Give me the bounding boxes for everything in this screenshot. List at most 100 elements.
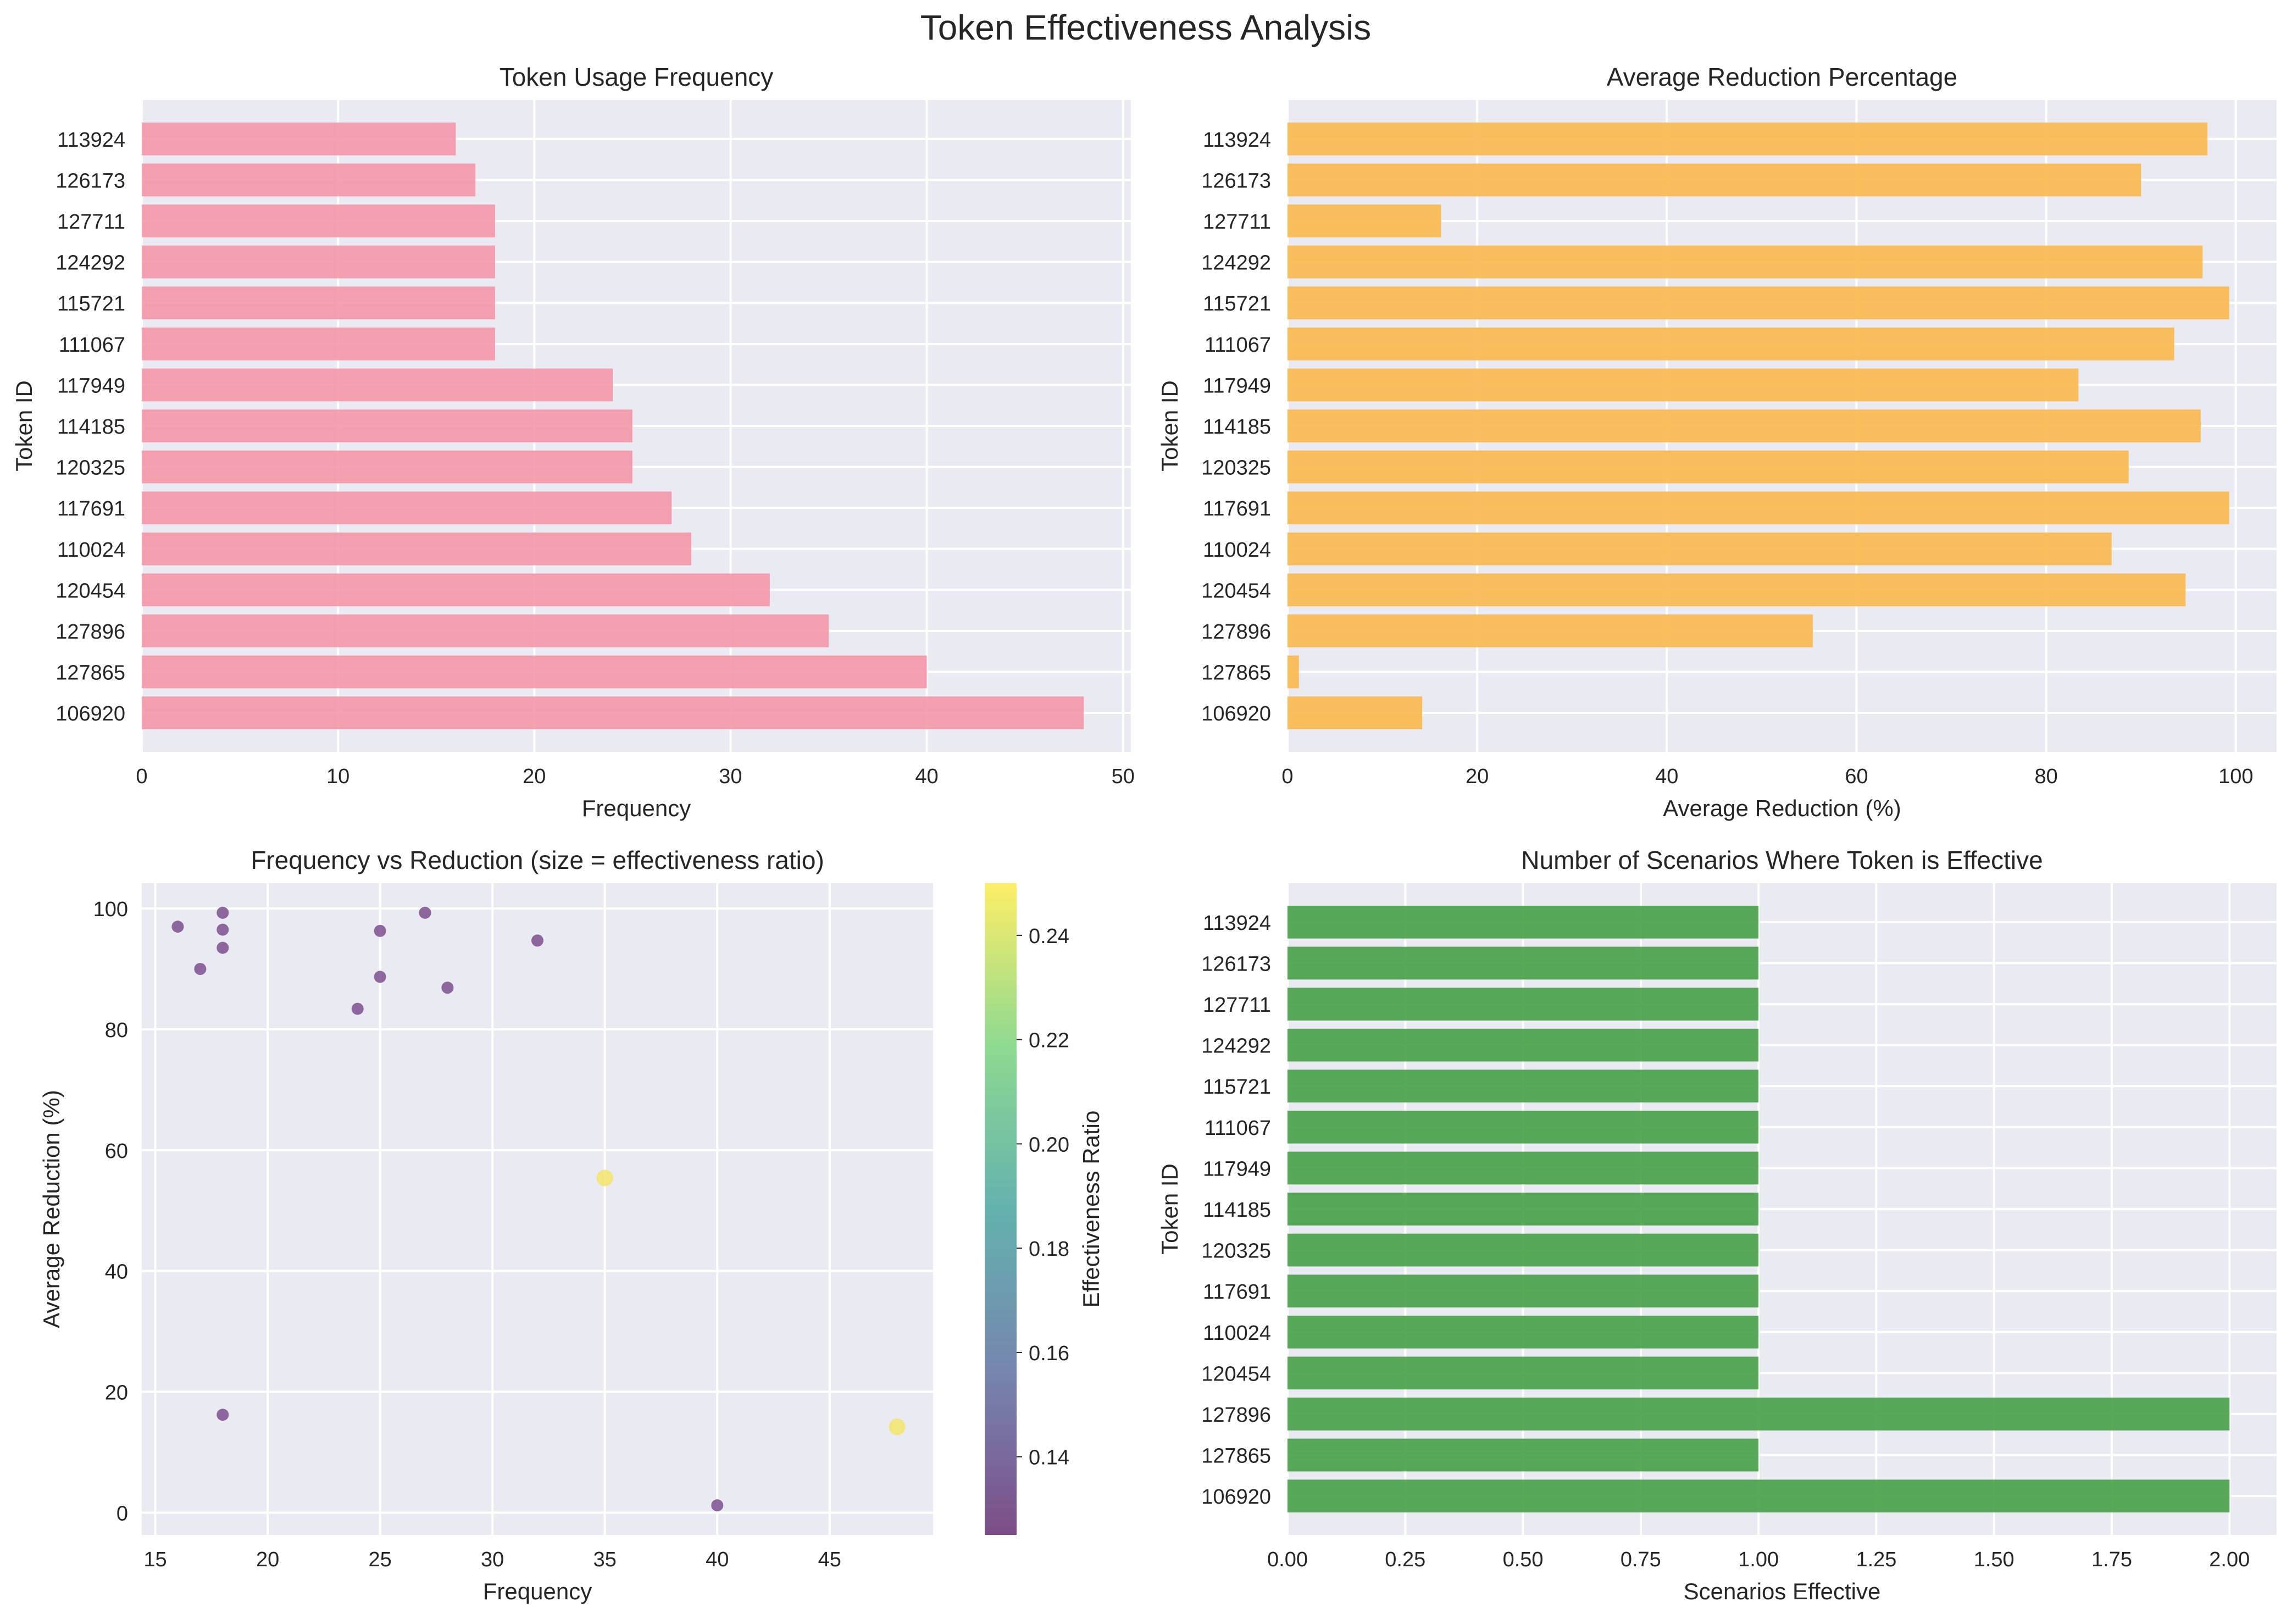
ytick-label: 127896: [1201, 620, 1271, 644]
ytick-label: 127865: [1201, 662, 1271, 685]
xtick-label: 20: [523, 765, 546, 788]
ytick-label: 127711: [1203, 210, 1271, 234]
ytick-label: 120454: [1201, 1362, 1271, 1385]
scatter-point: [419, 906, 431, 919]
y-axis-label: Token ID: [11, 380, 37, 472]
ytick-label: 124292: [1201, 1035, 1271, 1058]
ytick-label: 110024: [1203, 539, 1271, 562]
ytick-label: 114185: [1203, 1199, 1271, 1222]
bar-127865: [1287, 655, 1299, 689]
ytick-label: 40: [105, 1261, 128, 1284]
ytick-label: 111067: [59, 334, 125, 357]
ytick-label: 127896: [56, 620, 125, 644]
ytick-label: 127711: [1203, 994, 1271, 1017]
ytick-label: 114185: [1203, 415, 1271, 439]
ytick-label: 113924: [1203, 129, 1271, 152]
ytick-label: 113924: [57, 129, 125, 152]
bar-111067: [142, 327, 495, 361]
xtick-label: 60: [1845, 765, 1868, 788]
xtick-label: 80: [2034, 765, 2057, 788]
ytick-label: 120454: [56, 579, 125, 602]
bar-117949: [142, 368, 613, 402]
bar-120454: [1287, 573, 2186, 607]
scatter-point: [711, 1499, 724, 1512]
y-axis-label: Token ID: [1157, 1163, 1183, 1255]
bar-106920: [1287, 696, 1423, 729]
bar-115721: [1287, 286, 2229, 320]
xtick-label: 10: [326, 765, 349, 788]
chart-title: Frequency vs Reduction (size = effective…: [251, 846, 824, 874]
bar-113924: [142, 123, 456, 156]
ytick-label: 115721: [57, 292, 125, 315]
ytick-label: 117949: [1203, 1157, 1271, 1180]
ytick-label: 110024: [1203, 1322, 1271, 1345]
bar-115721: [142, 286, 495, 320]
colorbar-tick-label: 0.22: [1029, 1029, 1069, 1052]
xtick-label: 40: [915, 765, 938, 788]
ytick-label: 117691: [57, 497, 125, 520]
bar-127896: [142, 614, 829, 647]
x-axis-label: Frequency: [483, 1578, 592, 1604]
scatter-point: [374, 924, 386, 937]
reduction-bar-chart: 113924 126173 127711 124292 115721 111067 1179…: [1157, 63, 2277, 821]
bar-120325: [1287, 1233, 1759, 1267]
bar-117691: [1287, 1274, 1759, 1308]
scatter-point: [531, 934, 543, 947]
scatter-point: [374, 971, 386, 983]
colorbar-tick-label: 0.14: [1029, 1446, 1069, 1470]
xtick-label: 0.00: [1267, 1548, 1308, 1571]
xtick-label: 30: [719, 765, 742, 788]
scatter-point: [217, 906, 229, 919]
xtick-label: 1.25: [1856, 1548, 1896, 1571]
ytick-label: 127711: [57, 210, 125, 234]
ytick-label: 106920: [56, 702, 125, 725]
bar-117691: [1287, 491, 2229, 525]
chart-title: Token Usage Frequency: [500, 63, 774, 91]
bar-127711: [1287, 204, 1441, 237]
xtick-label: 15: [143, 1548, 167, 1571]
bar-120454: [142, 573, 770, 607]
xtick-label: 25: [368, 1548, 391, 1571]
xtick-label: 0: [1281, 765, 1293, 788]
xtick-label: 0: [136, 765, 147, 788]
colorbar-tick-label: 0.16: [1029, 1342, 1069, 1365]
bar-113924: [1287, 906, 1759, 939]
ytick-label: 124292: [1201, 252, 1271, 275]
ytick-label: 120325: [1201, 457, 1271, 480]
bar-114185: [1287, 409, 2201, 442]
ytick-label: 106920: [1201, 1486, 1271, 1509]
bar-114185: [142, 409, 632, 442]
bar-113924: [1287, 123, 2208, 156]
ytick-label: 0: [116, 1502, 128, 1525]
y-axis-label: Average Reduction (%): [38, 1090, 64, 1328]
colorbar: [985, 883, 1017, 1535]
x-axis-label: Average Reduction (%): [1663, 795, 1901, 821]
scatter-point: [217, 941, 229, 954]
bar-124292: [1287, 1028, 1759, 1062]
bar-120325: [1287, 450, 2129, 484]
xtick-label: 35: [593, 1548, 617, 1571]
ytick-label: 100: [93, 898, 128, 921]
xtick-label: 1.50: [1974, 1548, 2014, 1571]
bar-127865: [1287, 1438, 1759, 1472]
ytick-label: 111067: [1205, 1117, 1271, 1140]
ytick-label: 127896: [1201, 1404, 1271, 1427]
bar-115721: [1287, 1069, 1759, 1103]
xtick-label: 30: [481, 1548, 504, 1571]
scatter-point: [217, 923, 229, 936]
x-axis-label: Frequency: [582, 795, 691, 821]
xtick-label: 2.00: [2209, 1548, 2250, 1571]
xtick-label: 0.75: [1621, 1548, 1661, 1571]
bar-110024: [1287, 532, 2112, 566]
ytick-label: 124292: [56, 252, 125, 275]
scatter-point: [217, 1409, 229, 1421]
ytick-label: 117691: [1203, 1281, 1271, 1304]
ytick-label: 117949: [57, 374, 125, 397]
bar-106920: [142, 696, 1084, 729]
bar-111067: [1287, 327, 2174, 361]
bar-117691: [142, 491, 672, 525]
chart-title: Number of Scenarios Where Token is Effec…: [1521, 846, 2043, 874]
xtick-label: 50: [1112, 765, 1135, 788]
ytick-label: 120325: [56, 457, 125, 480]
